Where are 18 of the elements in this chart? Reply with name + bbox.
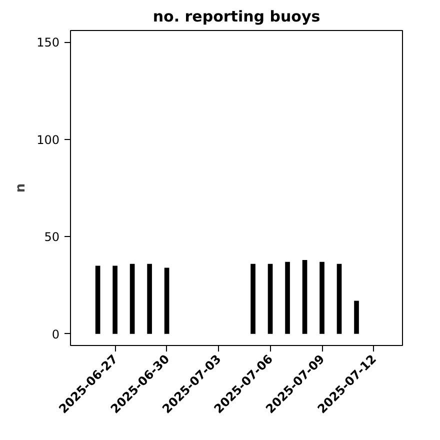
y-tick-label: 50 (44, 230, 60, 244)
bar (95, 266, 100, 334)
bar (250, 264, 256, 334)
bar (336, 264, 342, 334)
y-tick-label: 100 (36, 132, 60, 147)
bar (147, 264, 152, 334)
bar (112, 266, 118, 334)
y-tick-label: 150 (36, 36, 60, 50)
chart-title: no. reporting buoys (152, 8, 320, 26)
bar (130, 264, 135, 334)
bar (320, 262, 324, 334)
bar (268, 264, 273, 334)
bar (164, 268, 170, 334)
bar (302, 260, 308, 334)
y-axis-title: n (14, 183, 29, 193)
bar (285, 262, 290, 334)
y-tick-label: 0 (52, 327, 60, 342)
bar (354, 300, 359, 334)
